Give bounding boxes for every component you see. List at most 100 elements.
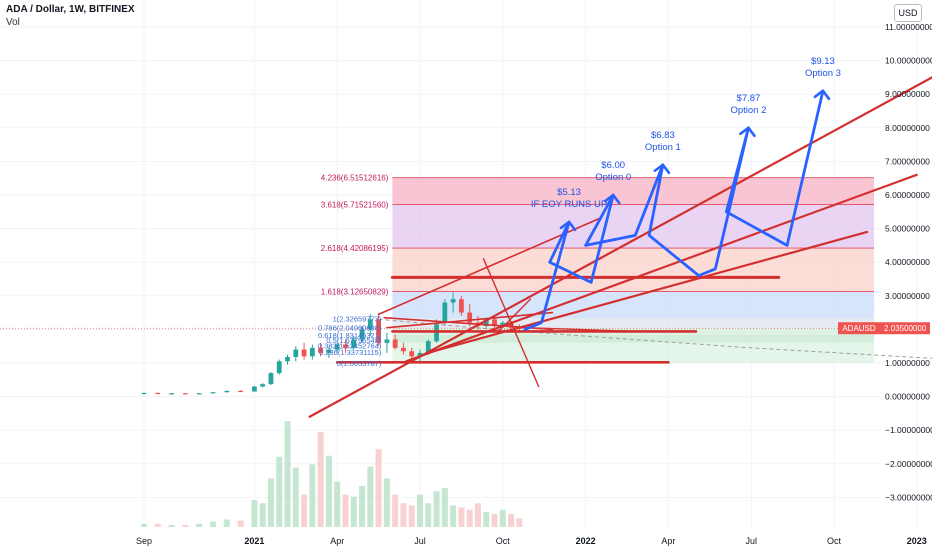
time-tick-label: Apr (330, 536, 344, 546)
fib-band (392, 334, 874, 343)
volume-bar (292, 467, 299, 527)
fib-retracement-label: 0.786(2.04960698) (318, 324, 382, 333)
grid (0, 0, 918, 528)
volume-bar (182, 524, 189, 527)
candle-body (326, 349, 332, 353)
volume-bar (210, 521, 216, 527)
price-tick-label: −1.00000000 (885, 425, 932, 435)
time-tick-label: 2023 (907, 536, 927, 546)
volume-bar (223, 519, 230, 527)
volume-bar (491, 514, 498, 527)
volume-bar (342, 494, 349, 527)
volume-bar (400, 503, 407, 527)
candle-body (376, 319, 381, 343)
volume-indicator-label: Vol (6, 17, 20, 28)
candle-body (318, 347, 324, 353)
volume-bar (309, 464, 316, 527)
volume-bar (317, 431, 324, 527)
target-price-label: $9.13 (811, 56, 835, 67)
fib-retracement-label: 0.382(1.52452764) (318, 342, 382, 351)
volume-bar (325, 455, 332, 527)
volume-bar (359, 485, 366, 527)
fib-retracement-label: 1(2.32659773) (333, 314, 382, 323)
price-axis[interactable]: 11.00000000 10.00000000 9.00000000 8.000000… (838, 22, 932, 502)
fib-level-label: 2.618(4.42086195) (321, 244, 389, 253)
volume-bar (375, 449, 382, 527)
time-tick-label: 2021 (244, 536, 264, 546)
price-tick-label: 10.00000000 (885, 56, 932, 66)
fib-band (392, 318, 874, 328)
volume-bar (441, 488, 448, 527)
fibonacci-extension-bands (392, 177, 874, 363)
volume-bar (450, 505, 457, 527)
volume-bar (267, 478, 274, 527)
time-axis[interactable]: Sep2021AprJulOct2022AprJulOct2023Apr (136, 536, 932, 546)
candle-body (367, 319, 373, 330)
candle-body (196, 393, 202, 395)
price-tick-label: 9.00000000 (885, 89, 930, 99)
volume-bar (237, 520, 244, 527)
volume-bar (508, 514, 515, 527)
candle-body (467, 312, 473, 323)
volume-bar (301, 494, 308, 527)
candle-body (450, 299, 456, 303)
time-tick-label: Apr (661, 536, 675, 546)
fib-level-label: 3.618(5.71521560) (321, 201, 389, 210)
target-price-label: $5.13 (557, 187, 581, 198)
price-tick-label: 0.00000000 (885, 392, 930, 402)
volume-bar (474, 503, 481, 527)
candle-body (359, 329, 365, 340)
trendline (386, 311, 554, 329)
fib-retracement-label: 0.236(1.33731115) (319, 348, 382, 357)
fib-level-label: 1.618(3.12650829) (321, 288, 389, 297)
candle-body (169, 393, 174, 395)
candle-body (483, 319, 489, 327)
price-tick-label: 7.00000000 (885, 156, 930, 166)
last-price-tag (880, 322, 930, 335)
volume-bar (276, 456, 283, 527)
time-tick-label: Oct (496, 536, 511, 546)
candle-body (309, 347, 315, 357)
last-price-label: 2.03500000 (884, 324, 927, 333)
symbol-title: ADA / Dollar, 1W, BITFINEX (6, 4, 135, 15)
target-option-label: Option 0 (595, 172, 631, 183)
volume-bar (458, 507, 465, 527)
volume-bar (499, 509, 506, 527)
currency-button[interactable]: USD (894, 4, 922, 22)
candle-body (384, 339, 390, 343)
candle-body (252, 386, 257, 392)
price-tick-label: 11.00000000 (885, 22, 932, 32)
fib-band (392, 177, 874, 205)
candle-body (238, 390, 243, 393)
volume-bar (259, 503, 266, 527)
candle-body (285, 356, 290, 362)
projection-arrowhead (559, 220, 577, 232)
target-option-label: Option 3 (805, 68, 841, 79)
volume-bar (141, 523, 147, 527)
volume-bar (251, 500, 258, 527)
fib-level-label: 4.236(6.51512616) (321, 174, 389, 183)
target-price-label: $6.00 (601, 160, 625, 171)
candle-body (351, 339, 357, 348)
volume-bar (425, 503, 432, 527)
candle-body (141, 392, 147, 395)
candle-body (276, 361, 282, 374)
trendline (482, 258, 540, 388)
price-tick-label: 4.00000000 (885, 257, 930, 267)
target-price-label: $6.83 (651, 130, 675, 141)
volume-bar (168, 524, 175, 527)
target-option-label: IF EOY RUNS UP (531, 199, 607, 210)
fib-retracement-label: 0.618(1.83145321) (318, 331, 382, 340)
candle-body (301, 349, 307, 357)
price-tick-label: −3.00000000 (885, 492, 932, 502)
candle-body (442, 302, 448, 323)
projection-arrowhead (739, 126, 756, 138)
target-option-label: Option 1 (645, 142, 681, 153)
projection-path (523, 89, 831, 331)
fib-retracement-label: 0(1.0033787) (337, 359, 382, 368)
price-tick-label: −2.00000000 (885, 459, 932, 469)
time-tick-label: Jul (414, 536, 426, 546)
price-tick-label: 3.00000000 (885, 291, 930, 301)
symbol-tag-label: ADAUSD (842, 324, 876, 333)
